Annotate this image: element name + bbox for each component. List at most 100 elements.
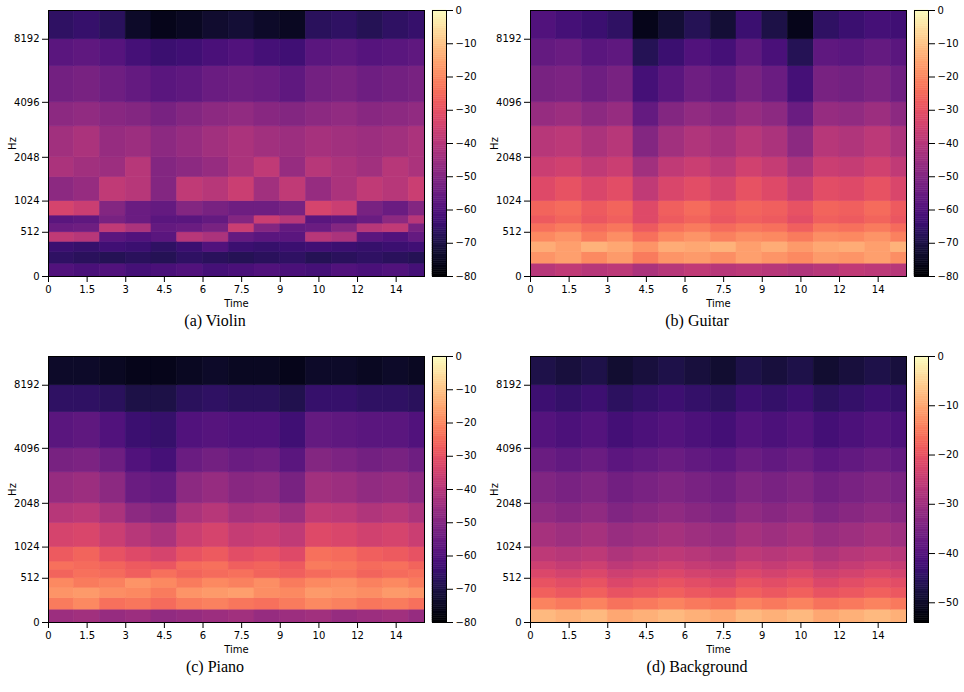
- svg-text:0: 0: [33, 617, 39, 628]
- svg-text:−20: −20: [456, 417, 477, 428]
- svg-text:−70: −70: [456, 237, 477, 248]
- svg-text:10: 10: [313, 284, 326, 295]
- svg-text:−40: −40: [938, 548, 959, 559]
- svg-text:Time: Time: [705, 298, 730, 309]
- svg-text:3: 3: [123, 284, 129, 295]
- svg-text:4.5: 4.5: [156, 630, 172, 641]
- svg-text:−40: −40: [456, 484, 477, 495]
- svg-text:−20: −20: [938, 71, 959, 82]
- svg-text:12: 12: [833, 630, 846, 641]
- svg-text:Hz: Hz: [7, 483, 18, 496]
- svg-text:1.5: 1.5: [79, 630, 95, 641]
- svg-text:Hz: Hz: [489, 137, 500, 150]
- svg-text:0: 0: [515, 271, 521, 282]
- svg-text:−50: −50: [938, 171, 959, 182]
- svg-text:−10: −10: [938, 400, 959, 411]
- svg-text:10: 10: [313, 630, 326, 641]
- svg-text:4.5: 4.5: [156, 284, 172, 295]
- svg-text:−80: −80: [938, 271, 959, 282]
- svg-text:Time: Time: [705, 644, 730, 655]
- svg-text:−60: −60: [938, 204, 959, 215]
- svg-text:12: 12: [351, 630, 364, 641]
- svg-text:12: 12: [833, 284, 846, 295]
- svg-text:6: 6: [200, 630, 206, 641]
- svg-text:9: 9: [759, 630, 765, 641]
- svg-text:2048: 2048: [14, 497, 39, 508]
- svg-text:−60: −60: [456, 204, 477, 215]
- svg-text:Hz: Hz: [7, 137, 18, 150]
- svg-text:−70: −70: [938, 237, 959, 248]
- svg-text:−60: −60: [456, 550, 477, 561]
- svg-text:4096: 4096: [496, 443, 521, 454]
- svg-text:−50: −50: [938, 597, 959, 608]
- svg-text:0: 0: [515, 617, 521, 628]
- svg-text:9: 9: [759, 284, 765, 295]
- svg-text:0: 0: [527, 284, 533, 295]
- svg-text:0: 0: [527, 630, 533, 641]
- svg-text:Time: Time: [223, 298, 248, 309]
- svg-text:7.5: 7.5: [234, 630, 250, 641]
- svg-text:14: 14: [390, 630, 403, 641]
- svg-text:0: 0: [456, 351, 462, 362]
- svg-text:2048: 2048: [496, 497, 521, 508]
- svg-text:−40: −40: [456, 138, 477, 149]
- svg-text:Hz: Hz: [489, 483, 500, 496]
- svg-text:−20: −20: [938, 449, 959, 460]
- svg-text:4096: 4096: [14, 97, 39, 108]
- svg-text:−50: −50: [456, 517, 477, 528]
- svg-text:8192: 8192: [496, 379, 521, 390]
- svg-text:0: 0: [45, 630, 51, 641]
- svg-text:−30: −30: [938, 498, 959, 509]
- svg-text:0: 0: [33, 271, 39, 282]
- svg-text:2048: 2048: [14, 151, 39, 162]
- svg-text:9: 9: [277, 630, 283, 641]
- svg-text:12: 12: [351, 284, 364, 295]
- svg-text:1.5: 1.5: [561, 284, 577, 295]
- svg-text:512: 512: [502, 572, 521, 583]
- svg-text:−10: −10: [938, 38, 959, 49]
- svg-text:10: 10: [795, 630, 808, 641]
- svg-text:512: 512: [20, 226, 39, 237]
- svg-text:14: 14: [872, 284, 885, 295]
- svg-text:0: 0: [938, 351, 944, 362]
- svg-text:4096: 4096: [496, 97, 521, 108]
- svg-text:3: 3: [123, 630, 129, 641]
- svg-text:512: 512: [502, 226, 521, 237]
- svg-text:4.5: 4.5: [638, 284, 654, 295]
- svg-text:2048: 2048: [496, 151, 521, 162]
- svg-text:−20: −20: [456, 71, 477, 82]
- svg-text:14: 14: [872, 630, 885, 641]
- svg-text:0: 0: [938, 5, 944, 16]
- svg-text:−50: −50: [456, 171, 477, 182]
- svg-text:7.5: 7.5: [716, 284, 732, 295]
- svg-text:4096: 4096: [14, 443, 39, 454]
- svg-text:6: 6: [200, 284, 206, 295]
- svg-text:−70: −70: [456, 583, 477, 594]
- svg-text:8192: 8192: [496, 33, 521, 44]
- svg-text:−10: −10: [456, 38, 477, 49]
- svg-text:−10: −10: [456, 384, 477, 395]
- svg-text:7.5: 7.5: [234, 284, 250, 295]
- svg-text:3: 3: [605, 630, 611, 641]
- svg-text:14: 14: [390, 284, 403, 295]
- svg-text:6: 6: [682, 630, 688, 641]
- svg-text:10: 10: [795, 284, 808, 295]
- svg-text:−30: −30: [456, 104, 477, 115]
- svg-text:0: 0: [456, 5, 462, 16]
- svg-text:3: 3: [605, 284, 611, 295]
- svg-text:8192: 8192: [14, 379, 39, 390]
- svg-text:−80: −80: [456, 617, 477, 628]
- svg-text:4.5: 4.5: [638, 630, 654, 641]
- svg-text:0: 0: [45, 284, 51, 295]
- svg-text:Time: Time: [223, 644, 248, 655]
- svg-text:−30: −30: [456, 450, 477, 461]
- svg-text:6: 6: [682, 284, 688, 295]
- svg-text:512: 512: [20, 572, 39, 583]
- svg-text:1.5: 1.5: [79, 284, 95, 295]
- svg-text:−80: −80: [456, 271, 477, 282]
- svg-text:1024: 1024: [496, 195, 521, 206]
- svg-text:1024: 1024: [14, 541, 39, 552]
- svg-text:1024: 1024: [14, 195, 39, 206]
- svg-text:7.5: 7.5: [716, 630, 732, 641]
- svg-text:1.5: 1.5: [561, 630, 577, 641]
